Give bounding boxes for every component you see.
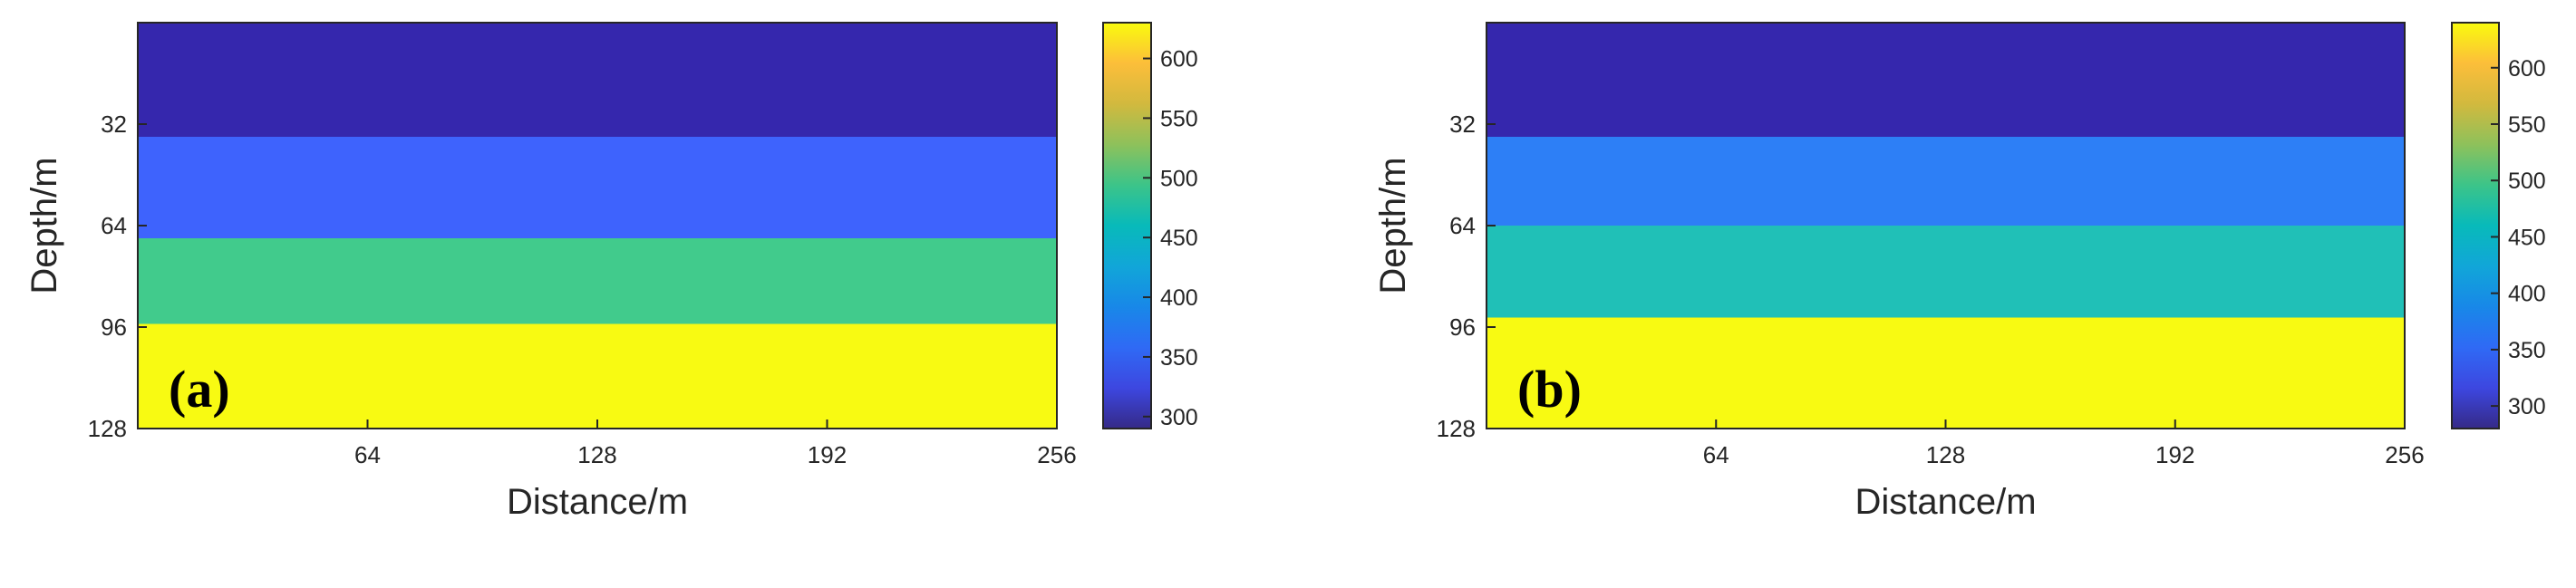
- colorbar-tick-label: 550: [2508, 112, 2546, 138]
- x-ticks-a: 64 128 192 256: [354, 419, 1077, 468]
- y-tick-label: 128: [88, 415, 127, 442]
- y-tick-label: 64: [101, 212, 127, 239]
- x-axis-label-b: Distance/m: [1855, 482, 2036, 522]
- colorbar-a: [1102, 22, 1152, 429]
- x-ticks-b: 64 128 192 256: [1703, 419, 2425, 468]
- colorbar-tick-label: 400: [2508, 282, 2546, 307]
- x-axis-label-a: Distance/m: [507, 482, 688, 522]
- y-tick-label: 128: [1437, 415, 1476, 442]
- x-tick-label: 256: [1037, 441, 1076, 468]
- colorbar-tick-label: 500: [2508, 169, 2546, 194]
- layer-b-4: [1487, 317, 2405, 429]
- x-tick-label: 128: [1926, 441, 1965, 468]
- layer-a-4: [138, 323, 1057, 429]
- x-tick-label: 256: [2385, 441, 2424, 468]
- colorbar-tick-label: 450: [1160, 226, 1198, 251]
- panel-label-b: (b): [1517, 360, 1582, 419]
- colorbar-tick-label: 600: [2508, 56, 2546, 82]
- y-tick-label: 64: [1449, 212, 1476, 239]
- colorbar-ticks-b: 300 350 400 450 500 550 600: [2491, 56, 2546, 419]
- panel-a: 64 128 192 256 32 64 96 128 Distance/m Depth/m…: [24, 22, 1198, 522]
- x-tick-label: 192: [2155, 441, 2194, 468]
- layer-b-1: [1487, 23, 2405, 137]
- y-tick-label: 96: [101, 313, 127, 341]
- layer-a-2: [138, 137, 1057, 238]
- y-ticks-b: 32 64 96 128: [1437, 111, 1496, 442]
- x-tick-label: 64: [354, 441, 381, 468]
- colorbar-ticks-a: 300 350 400 450 500 550 600: [1143, 47, 1198, 430]
- panel-b: 64 128 192 256 32 64 96 128 Distance/m Depth/m…: [1373, 22, 2546, 522]
- colorbar-tick-label: 400: [1160, 285, 1198, 311]
- layer-a-3: [138, 238, 1057, 324]
- x-tick-label: 64: [1703, 441, 1729, 468]
- colorbar-tick-label: 450: [2508, 225, 2546, 250]
- y-tick-label: 32: [1449, 111, 1476, 138]
- colorbar-tick-label: 600: [1160, 47, 1198, 72]
- colorbar-tick-label: 500: [1160, 166, 1198, 191]
- colorbar-tick-label: 300: [1160, 405, 1198, 430]
- colorbar-tick-label: 350: [2508, 338, 2546, 363]
- y-ticks-a: 32 64 96 128: [88, 111, 147, 442]
- y-tick-label: 32: [101, 111, 127, 138]
- heatmap-b-layers: [1487, 23, 2405, 429]
- heatmap-a-layers: [138, 23, 1057, 429]
- colorbar-tick-label: 550: [1160, 106, 1198, 131]
- y-axis-label-b: Depth/m: [1373, 157, 1413, 294]
- y-axis-label-a: Depth/m: [24, 157, 64, 294]
- layer-b-3: [1487, 226, 2405, 318]
- colorbar-b: [2451, 22, 2500, 429]
- layer-b-2: [1487, 137, 2405, 226]
- x-tick-label: 128: [577, 441, 616, 468]
- x-tick-label: 192: [808, 441, 847, 468]
- panel-label-a: (a): [169, 360, 230, 419]
- layer-a-1: [138, 23, 1057, 137]
- y-tick-label: 96: [1449, 313, 1476, 341]
- colorbar-tick-label: 300: [2508, 394, 2546, 419]
- colorbar-tick-label: 350: [1160, 345, 1198, 371]
